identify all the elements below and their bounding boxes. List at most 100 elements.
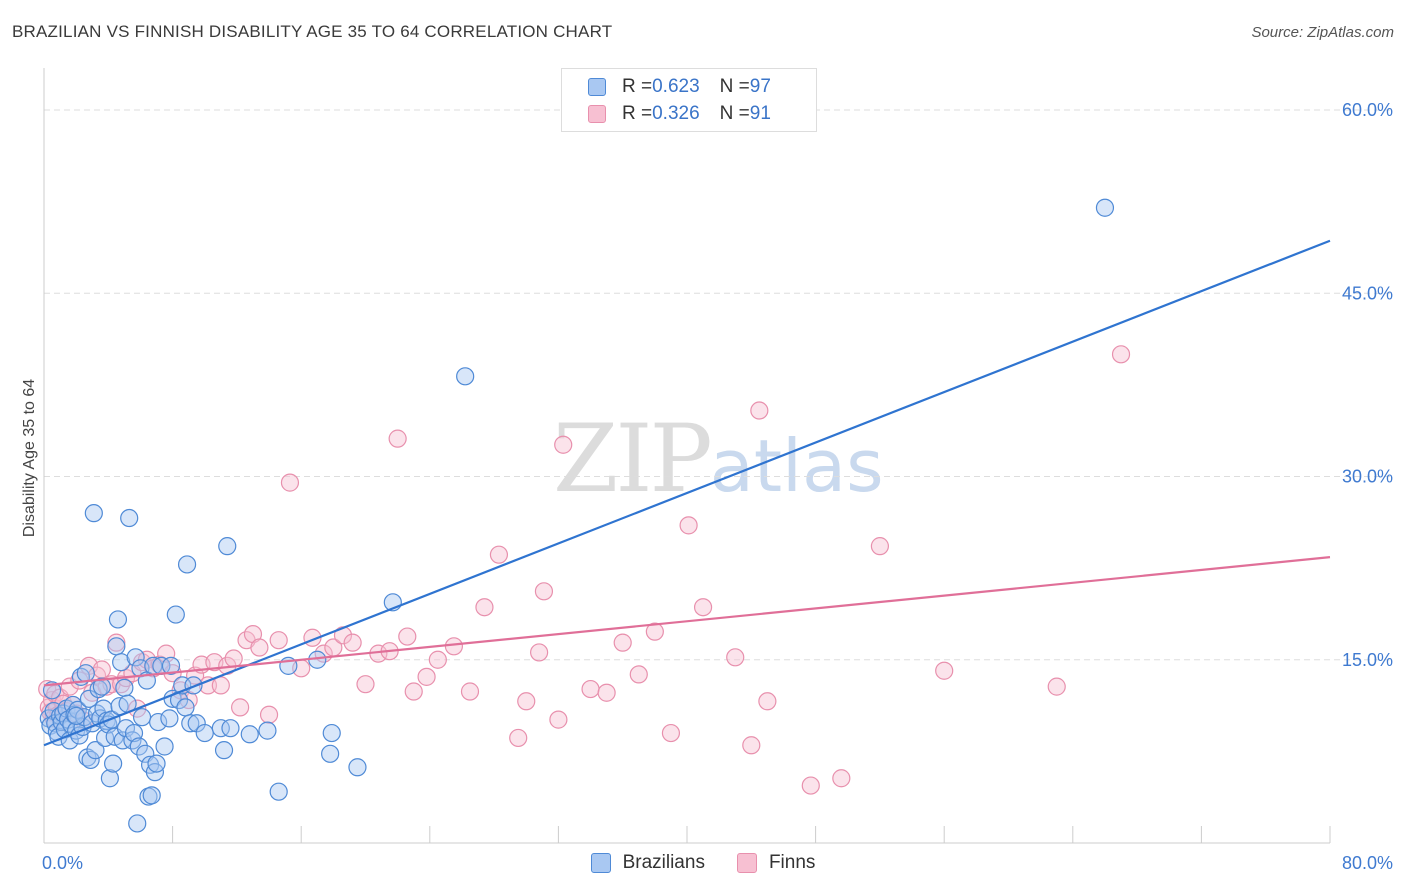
finns-point xyxy=(554,435,573,454)
brazilians-point xyxy=(161,656,181,675)
finns-point xyxy=(398,627,417,646)
brazilians-point xyxy=(166,605,185,624)
finns-point xyxy=(750,401,769,420)
finns-swatch xyxy=(736,853,757,873)
legend-r-value: 0.326 xyxy=(652,103,700,124)
source-label: Source: ZipAtlas.com xyxy=(1251,24,1394,41)
brazilians-point xyxy=(240,725,259,744)
brazilians-point xyxy=(128,814,147,833)
finns-point xyxy=(549,710,568,729)
brazilians-point xyxy=(120,508,139,528)
finns-point xyxy=(742,736,761,755)
brazilians-point xyxy=(322,723,341,743)
legend-item-brazilians[interactable]: Brazilians xyxy=(590,852,705,874)
brazilians-point xyxy=(147,754,166,773)
stats-legend: R = 0.623 N = 97 R = 0.326 N = 91 xyxy=(561,68,817,132)
legend-n-label: N = xyxy=(719,76,750,97)
brazilians-point xyxy=(149,712,168,732)
legend-n-value: 91 xyxy=(749,103,771,124)
brazilians-point xyxy=(195,723,214,743)
finns-point xyxy=(758,692,777,711)
x-tick-label-max: 80.0% xyxy=(1342,853,1393,873)
brazilians-point xyxy=(100,769,120,788)
brazilians-point xyxy=(129,737,148,756)
finns-point xyxy=(629,665,648,684)
brazilians-point xyxy=(177,555,197,574)
brazilians-point xyxy=(68,700,87,719)
brazilians-trend-line xyxy=(43,239,1331,747)
brazilians-point xyxy=(176,698,195,717)
legend-row-brazilians: R = 0.623 N = 97 xyxy=(588,75,771,99)
brazilians-point xyxy=(214,741,234,760)
finns-point xyxy=(581,679,600,699)
brazilians-point xyxy=(155,737,174,756)
brazilians-point xyxy=(124,723,144,743)
brazilians-point xyxy=(184,676,203,695)
finns-point xyxy=(356,675,375,694)
finns-point xyxy=(444,637,464,656)
y-tick-label: 15.0% xyxy=(1342,650,1393,670)
legend-item-label: Finns xyxy=(768,852,816,873)
legend-n-value: 97 xyxy=(749,76,771,97)
finns-point xyxy=(1111,345,1131,364)
finns-point xyxy=(269,631,288,650)
brazilians-point xyxy=(92,677,111,696)
brazilians-point xyxy=(108,610,128,629)
chart-title: BRAZILIAN VS FINNISH DISABILITY AGE 35 T… xyxy=(12,22,613,41)
legend-row-finns: R = 0.326 N = 91 xyxy=(588,102,771,126)
finns-trend-line xyxy=(43,556,1331,687)
legend-r-value: 0.623 xyxy=(652,76,700,97)
finns-point xyxy=(509,728,528,748)
brazilians-point xyxy=(79,689,99,708)
finns-point xyxy=(870,537,890,556)
brazilians-point xyxy=(258,721,277,740)
finns-point xyxy=(597,683,616,702)
brazilians-point xyxy=(211,719,230,738)
finns-point xyxy=(250,638,269,657)
brazilians-point xyxy=(160,709,179,728)
series-legend: Brazilians Finns xyxy=(0,852,1406,874)
finns-point xyxy=(404,682,423,701)
finns-point xyxy=(417,667,436,686)
watermark-zip: ZIP xyxy=(553,405,713,514)
finns-swatch xyxy=(588,105,606,123)
finns-point xyxy=(613,633,632,652)
finns-point xyxy=(645,622,664,641)
brazilians-point xyxy=(84,504,103,523)
brazilians-point xyxy=(181,714,200,733)
legend-item-label: Brazilians xyxy=(622,852,705,873)
finns-point xyxy=(211,676,230,695)
watermark: ZIPatlas xyxy=(553,405,884,514)
finns-point xyxy=(534,582,554,601)
brazilians-point xyxy=(269,782,288,801)
watermark-atlas: atlas xyxy=(709,424,884,508)
brazilians-point xyxy=(86,741,105,760)
finns-point xyxy=(693,598,713,617)
finns-point xyxy=(280,473,300,492)
finns-point xyxy=(343,633,362,652)
y-tick-label: 60.0% xyxy=(1342,100,1393,120)
legend-n-label: N = xyxy=(719,103,750,124)
brazilians-point xyxy=(76,664,95,683)
finns-point xyxy=(679,516,698,535)
brazilians-point xyxy=(115,678,134,697)
finns-point xyxy=(1047,677,1066,696)
finns-point xyxy=(92,660,111,679)
finns-point xyxy=(489,545,509,564)
y-tick-label: 45.0% xyxy=(1342,283,1393,303)
finns-point xyxy=(801,776,820,795)
brazilians-swatch xyxy=(588,78,606,96)
brazilians-point xyxy=(1095,198,1115,217)
legend-r-label: R = xyxy=(622,76,653,97)
brazilians-point xyxy=(81,750,100,770)
finns-point xyxy=(460,682,480,701)
x-tick-label-min: 0.0% xyxy=(42,853,83,873)
brazilians-swatch xyxy=(590,853,611,873)
legend-item-finns[interactable]: Finns xyxy=(736,852,816,874)
finns-point xyxy=(517,692,536,711)
brazilians-point xyxy=(221,719,240,738)
brazilians-point xyxy=(218,537,237,556)
brazilians-point xyxy=(107,637,126,656)
finns-point xyxy=(935,661,954,680)
brazilians-point xyxy=(132,708,152,727)
